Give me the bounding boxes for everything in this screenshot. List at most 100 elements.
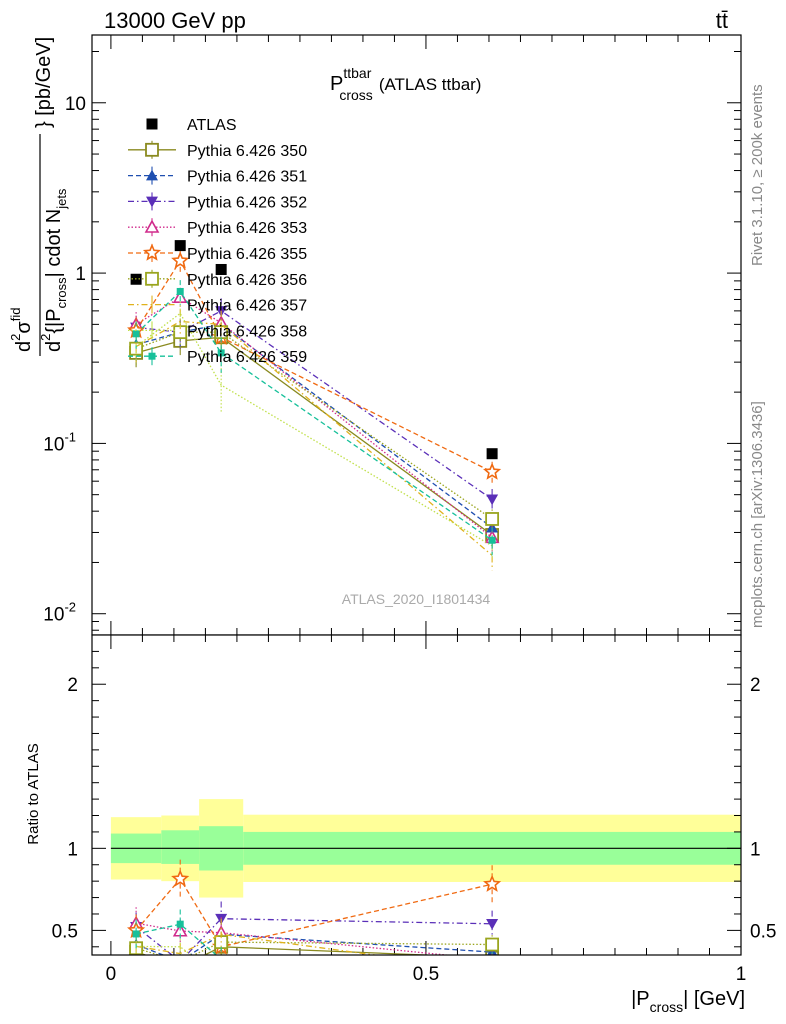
data-point [217, 349, 225, 357]
legend-marker [145, 271, 159, 286]
series-line [135, 259, 493, 473]
atlas-data-point [486, 448, 498, 460]
ratio-y-label: Ratio to ATLAS [25, 743, 42, 844]
legend-label: Pythia 6.426 351 [187, 169, 307, 186]
ratio-line [135, 922, 453, 955]
ratio-line [135, 923, 218, 955]
data-point [132, 330, 140, 338]
x-tick-label: 0 [106, 964, 117, 985]
ratio-tick-label-right: 0.5 [750, 921, 776, 942]
ratio-point [174, 957, 186, 968]
y-tick-label: 1 [75, 264, 86, 285]
legend-item-5: Pythia 6.426 355 [128, 243, 307, 263]
y-tick-label: 10-1 [43, 429, 76, 455]
legend-item-1: Pythia 6.426 350 [128, 140, 307, 160]
data-point [176, 287, 184, 295]
ratio-line [135, 877, 493, 948]
legend-item-8: Pythia 6.426 358 [128, 321, 307, 340]
ratio-panel: 0 0.5 1 0.5 0.5 1 1 2 2 Ratio to ATLAS [25, 634, 776, 985]
ratio-point [176, 920, 184, 928]
legend: ATLAS Pythia 6.426 350 Pythia 6.426 351 Pyt… [128, 117, 307, 366]
ratio-tick-label: 2 [67, 675, 78, 696]
data-point [483, 462, 502, 480]
ratio-tick-label: 1 [67, 839, 78, 860]
legend-marker [144, 219, 160, 233]
ylabel-exp2: 2 [38, 334, 53, 341]
ratio-point [485, 937, 500, 952]
ratio-point [174, 961, 186, 973]
x-axis-label: |Pcross| [GeV] [631, 988, 745, 1015]
ratio-line [135, 946, 442, 955]
ratio-point [174, 956, 186, 967]
atlas-data-point [215, 263, 227, 275]
legend-item-6: Pythia 6.426 356 [128, 269, 307, 289]
ratio-line [136, 945, 193, 955]
series-line [135, 336, 493, 536]
series-line [135, 312, 493, 547]
legend-label: Pythia 6.426 358 [187, 323, 307, 340]
legend-label: Pythia 6.426 350 [187, 143, 307, 160]
mcplots-label: mcplots.cern.ch [arXiv:1306.3436] [749, 401, 766, 628]
ratio-tick-label-right: 2 [750, 675, 761, 696]
series-line [135, 331, 493, 520]
legend-item-0: ATLAS [146, 117, 237, 134]
ylabel-fid: fid [8, 308, 23, 322]
ylabel-units: } [pb/GeV] [33, 37, 55, 128]
ratio-axis-ticks: 0 0.5 1 0.5 0.5 1 1 2 2 [52, 635, 776, 985]
legend-marker [145, 142, 159, 157]
ylabel-d1: d [13, 341, 35, 352]
ylabel-cross-sub: cross [54, 277, 69, 309]
ratio-tick-label: 0.5 [52, 921, 78, 942]
data-point [171, 251, 190, 269]
legend-item-3: Pythia 6.426 352 [128, 192, 307, 211]
plot-title-sub: cross [339, 87, 372, 103]
ratio-point [489, 958, 496, 965]
legend-item-7: Pythia 6.426 357 [128, 295, 307, 315]
legend-marker [146, 169, 158, 181]
ylabel-d2: d [43, 341, 65, 352]
svg-text:d2σfid: d2σfid [8, 308, 35, 352]
x-tick-label: 0.5 [413, 964, 439, 985]
ratio-series-layer [126, 859, 502, 973]
uncertainty-band-inner [161, 830, 200, 864]
ratio-point [171, 869, 190, 887]
svg-text:d2{|Pcross| cdot Njets: d2{|Pcross| cdot Njets [38, 188, 69, 352]
series-line [135, 296, 493, 539]
y-tick-label: 10-2 [43, 600, 76, 626]
legend-label: Pythia 6.426 353 [187, 220, 307, 237]
xlabel-cross: cross [650, 999, 683, 1015]
atlas-data-point [174, 240, 186, 252]
ratio-point [483, 874, 502, 892]
y-tick-label: 10 [65, 94, 86, 115]
y-axis-label: d2σfid d2{|Pcross| cdot Njets } [pb/GeV] [8, 37, 69, 356]
legend-item-4: Pythia 6.426 353 [128, 218, 307, 237]
plot-title: Pttbar cross (ATLAS ttbar) [330, 65, 481, 103]
main-panel: 10-2 10-1 1 10 ATLAS_2020_I1801434 [43, 34, 742, 636]
legend-item-2: Pythia 6.426 351 [128, 166, 307, 186]
plot-title-main: P [330, 73, 343, 95]
ratio-point [132, 930, 140, 938]
legend-label: Pythia 6.426 359 [187, 349, 307, 366]
ratio-frame [91, 634, 742, 956]
legend-label: ATLAS [187, 117, 237, 134]
x-tick-label: 1 [736, 964, 747, 985]
ylabel-cdot: | cdot N [43, 209, 65, 278]
legend-item-9: Pythia 6.426 359 [128, 347, 307, 366]
xlabel-p: |P [631, 988, 650, 1010]
series-8 [132, 280, 496, 556]
rivet-label: Rivet 3.1.10, ≥ 200k events [749, 84, 766, 266]
data-point [488, 536, 496, 544]
legend-marker [146, 118, 158, 130]
analysis-tag: ATLAS_2020_I1801434 [342, 591, 491, 607]
energy-label: 13000 GeV pp [104, 8, 246, 33]
ylabel-pcross: {|P [43, 308, 65, 333]
xlabel-units: | [GeV] [683, 988, 745, 1010]
data-point [486, 494, 499, 506]
legend-marker [142, 243, 162, 261]
series-line [135, 290, 493, 541]
data-point [485, 512, 500, 526]
ylabel-jets-sub: jets [54, 188, 69, 210]
ratio-line [135, 933, 493, 955]
legend-label: Pythia 6.426 356 [187, 272, 307, 289]
